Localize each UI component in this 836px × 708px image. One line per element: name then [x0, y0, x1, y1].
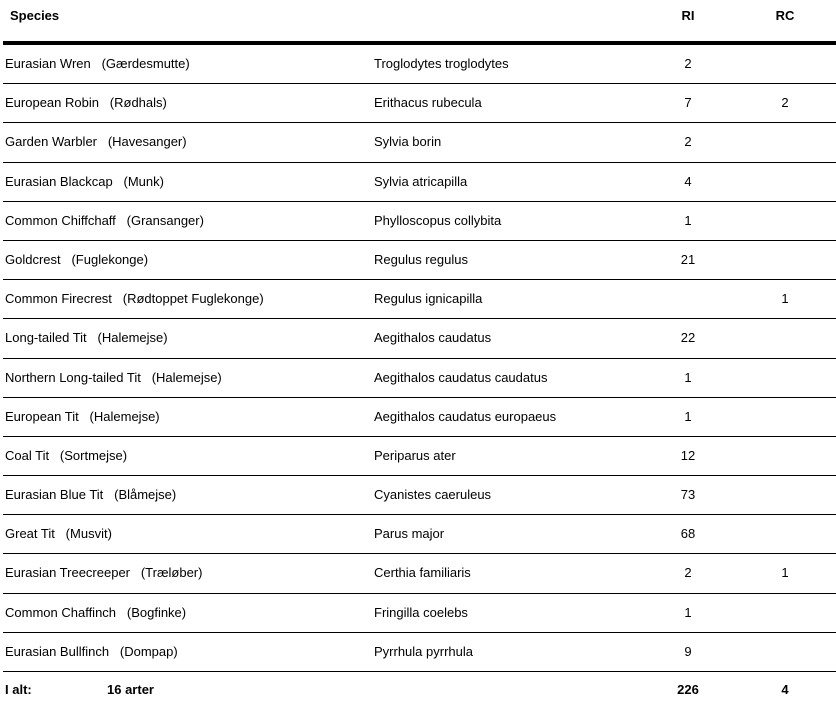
header-rc: RC [775, 8, 795, 23]
table-row: Eurasian Blue Tit (Blåmejse) Cyanistes ca… [3, 476, 836, 516]
scientific-name: Aegithalos caudatus caudatus [374, 369, 548, 385]
ri-count: 2 [684, 134, 692, 150]
table-row: Goldcrest (Fuglekonge) Regulus regulus 21 [3, 241, 836, 281]
table-row: Garden Warbler (Havesanger) Sylvia borin 2 [3, 123, 836, 163]
species-name: Eurasian Blue Tit (Blåmejse) [5, 487, 177, 503]
species-name: Eurasian Treecreeper (Træløber) [5, 565, 203, 581]
total-rc: 4 [781, 682, 789, 697]
species-name: Common Firecrest (Rødtoppet Fuglekonge) [5, 291, 264, 307]
scientific-name: Regulus regulus [374, 251, 468, 267]
species-name: Common Chiffchaff (Gransanger) [5, 212, 204, 228]
ri-count: 7 [684, 95, 692, 111]
ri-count: 21 [680, 251, 696, 267]
table-row: Northern Long-tailed Tit (Halemejse) Aegi… [3, 359, 836, 398]
ri-count: 12 [680, 447, 696, 463]
species-name: Garden Warbler (Havesanger) [5, 134, 187, 150]
scientific-name: Sylvia atricapilla [374, 173, 468, 189]
scientific-name: Erithacus rubecula [374, 95, 482, 111]
table-row: Eurasian Bullfinch (Dompap) Pyrrhula pyrr… [3, 633, 836, 672]
table-row: Long-tailed Tit (Halemejse) Aegithalos ca… [3, 319, 836, 359]
rc-count: 1 [781, 565, 789, 581]
scientific-name: Troglodytes troglodytes [374, 56, 509, 71]
ri-count: 73 [680, 487, 696, 503]
species-name: European Tit (Halemejse) [5, 408, 160, 424]
scientific-name: Sylvia borin [374, 134, 442, 150]
table-row: Eurasian Wren (Gærdesmutte) Troglodytes t… [3, 45, 836, 85]
species-name: Coal Tit (Sortmejse) [5, 447, 128, 463]
total-ri: 226 [677, 682, 699, 697]
ri-count: 68 [680, 526, 696, 542]
rc-count: 2 [781, 95, 789, 111]
total-count: 16 arter [107, 682, 154, 697]
scientific-name: Certhia familiaris [374, 565, 471, 581]
header-ri: RI [681, 8, 695, 23]
ri-count: 4 [684, 173, 692, 189]
scientific-name: Aegithalos caudatus europaeus [374, 408, 557, 424]
table-row: European Robin (Rødhals) Erithacus rubecu… [3, 84, 836, 124]
species-name: Long-tailed Tit (Halemejse) [5, 330, 168, 346]
ri-count: 1 [684, 369, 692, 385]
table-row: Great Tit (Musvit) Parus major 68 [3, 515, 836, 555]
header-species: Species [10, 8, 60, 23]
ri-count: 2 [684, 56, 692, 71]
table-row: Eurasian Blackcap (Munk) Sylvia atricapil… [3, 163, 836, 202]
ri-count: 22 [680, 330, 696, 346]
scientific-name: Aegithalos caudatus [374, 330, 492, 346]
species-name: Goldcrest (Fuglekonge) [5, 251, 149, 267]
species-name: Eurasian Wren (Gærdesmutte) [5, 56, 190, 71]
table-row: European Tit (Halemejse) Aegithalos cauda… [3, 398, 836, 437]
table-row: Common Firecrest (Rødtoppet Fuglekonge) R… [3, 280, 836, 320]
scientific-name: Fringilla coelebs [374, 604, 468, 620]
ri-count: 2 [684, 565, 692, 581]
scientific-name: Phylloscopus collybita [374, 212, 502, 228]
table-row: Coal Tit (Sortmejse) Periparus ater 12 [3, 437, 836, 477]
species-name: European Robin (Rødhals) [5, 95, 167, 111]
scientific-name: Cyanistes caeruleus [374, 487, 492, 503]
table-row: Common Chaffinch (Bogfinke) Fringilla coe… [3, 594, 836, 633]
species-name: Common Chaffinch (Bogfinke) [5, 604, 187, 620]
species-name: Great Tit (Musvit) [5, 526, 112, 542]
scientific-name: Periparus ater [374, 447, 456, 463]
species-name: Eurasian Blackcap (Munk) [5, 173, 164, 189]
ri-count: 1 [684, 408, 692, 424]
scientific-name: Parus major [374, 526, 445, 542]
ri-count: 9 [684, 643, 692, 659]
species-name: Eurasian Bullfinch (Dompap) [5, 643, 178, 659]
rc-count: 1 [781, 291, 789, 307]
table-header: Species RI RC [0, 0, 836, 41]
table-row: Eurasian Treecreeper (Træløber) Certhia f… [3, 554, 836, 594]
ri-count: 1 [684, 604, 692, 620]
scientific-name: Regulus ignicapilla [374, 291, 483, 307]
table-row: Common Chiffchaff (Gransanger) Phylloscop… [3, 202, 836, 241]
total-label: I alt: [5, 682, 32, 697]
scientific-name: Pyrrhula pyrrhula [374, 643, 473, 659]
header-divider [3, 41, 836, 45]
table-body: Eurasian Wren (Gærdesmutte) Troglodytes t… [3, 45, 836, 672]
ri-count: 1 [684, 212, 692, 228]
species-name: Northern Long-tailed Tit (Halemejse) [5, 369, 222, 385]
